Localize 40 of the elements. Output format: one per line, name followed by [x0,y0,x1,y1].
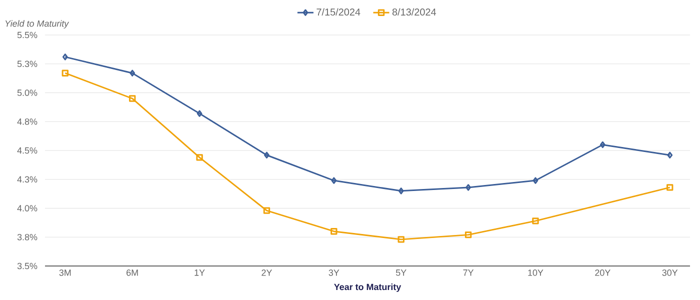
x-axis-title: Year to Maturity [334,284,402,292]
x-tick-label: 20Y [595,270,610,276]
point [330,228,338,235]
y-tick-label: 5.5% [17,32,38,38]
point [600,141,606,148]
point [398,188,404,194]
point [666,184,674,191]
x-tick-label: 5Y [396,270,406,276]
y-tick-label: 4.8% [17,118,38,125]
y-tick-label: 5.0% [17,90,38,96]
y-axis-title: Yield to Maturity [5,20,70,28]
point [466,184,471,191]
x-tick-label: 10Y [528,270,544,276]
y-tick-label: 4.3% [17,176,38,183]
point [62,70,69,76]
point [532,218,539,224]
y-tick-label: 3.5% [17,262,38,270]
x-tick-label: 7Y [463,270,474,276]
x-tick-label: 3Y [328,270,340,276]
legend-label: 7/15/2024 [316,8,360,16]
point [398,236,404,243]
point [464,231,472,238]
point [129,95,136,102]
point [196,110,202,117]
point [264,152,270,158]
point [532,177,538,184]
x-tick-label: 3M [59,270,71,276]
legend-label: 8/13/2024 [392,8,436,16]
y-tick-label: 5.3% [17,60,38,68]
x-tick-label: 1Y [194,270,205,276]
y-tick-label: 4.0% [17,205,38,212]
x-tick-label: 6M [126,270,138,276]
y-tick-label: 3.8% [17,234,38,240]
y-tick-label: 4.5% [17,147,38,154]
x-tick-label: 2Y [262,270,272,276]
point [130,70,136,76]
point [331,177,337,184]
point [263,207,270,214]
x-tick-label: 30Y [662,270,678,276]
point [196,154,203,161]
